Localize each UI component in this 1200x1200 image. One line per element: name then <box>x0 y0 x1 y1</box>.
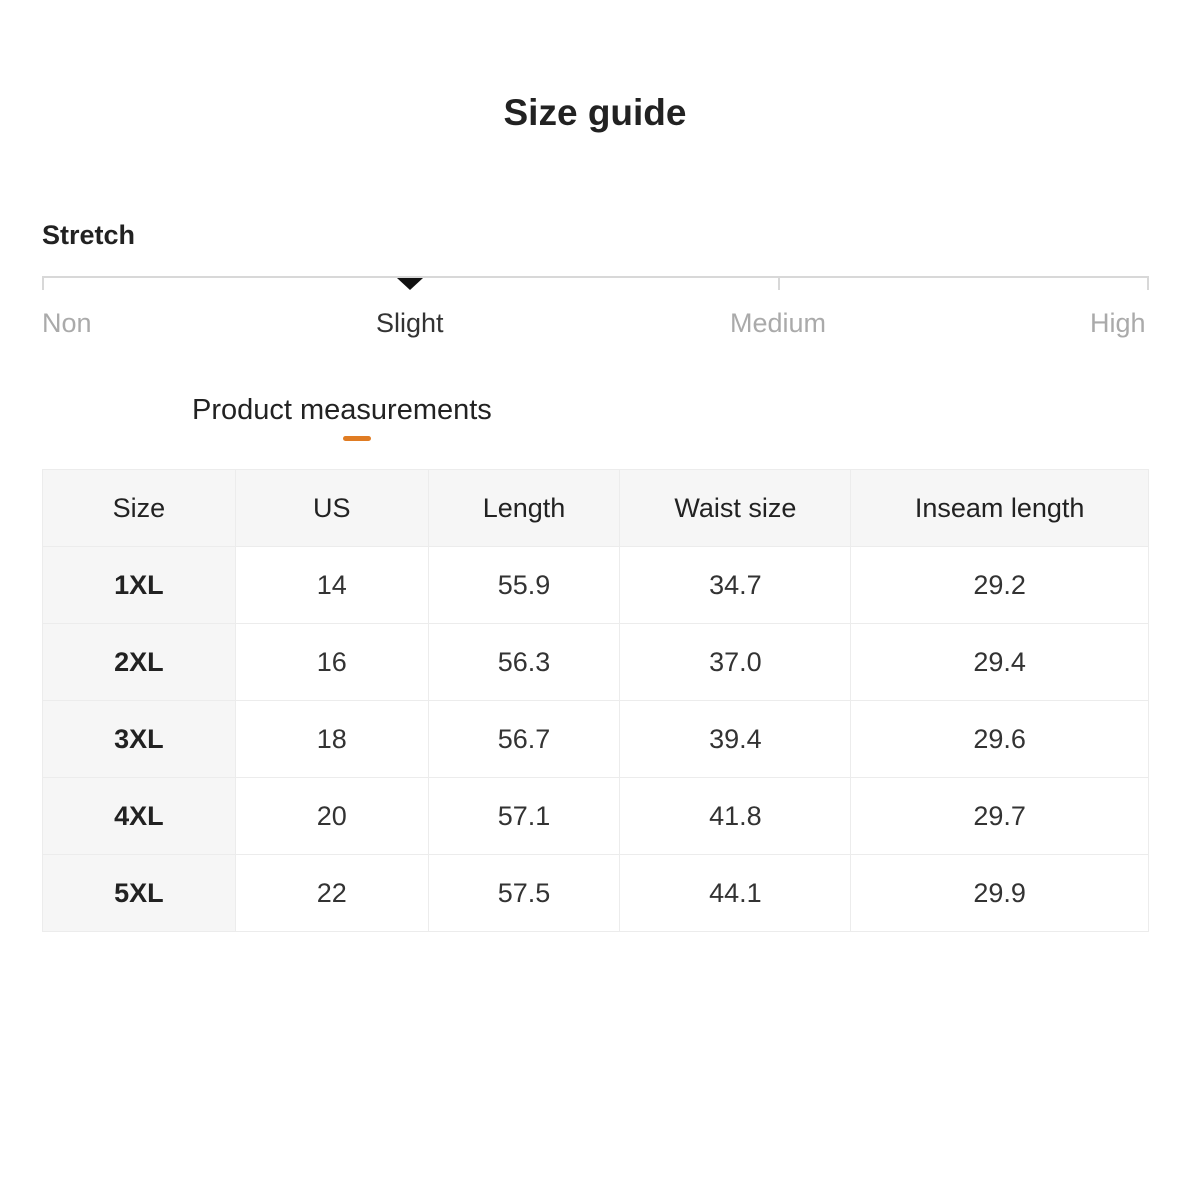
table-cell: 16 <box>234 623 429 701</box>
table-cell: 29.2 <box>850 546 1149 624</box>
size-cell: 2XL <box>42 623 236 701</box>
table-cell: 39.4 <box>619 700 852 778</box>
stretch-tick <box>42 276 44 290</box>
stretch-label: Stretch <box>42 220 136 250</box>
stretch-level-high: High <box>1090 308 1146 338</box>
table-cell: 56.3 <box>427 623 621 701</box>
column-header: US <box>234 469 429 547</box>
column-header: Waist size <box>619 469 852 547</box>
size-cell: 4XL <box>42 777 236 855</box>
stretch-bar <box>42 276 1148 278</box>
size-cell: 3XL <box>42 700 236 778</box>
table-cell: 55.9 <box>427 546 621 624</box>
table-cell: 22 <box>234 854 429 932</box>
page-title: Size guide <box>503 92 687 133</box>
stretch-level-medium: Medium <box>730 308 827 338</box>
active-tab-indicator <box>343 436 371 441</box>
column-header: Length <box>427 469 621 547</box>
table-cell: 57.1 <box>427 777 621 855</box>
table-cell: 20 <box>234 777 429 855</box>
table-row: 1XL 14 55.9 34.7 29.2 <box>42 546 1149 624</box>
table-row: 2XL 16 56.3 37.0 29.4 <box>42 623 1149 701</box>
table-cell: 34.7 <box>619 546 852 624</box>
table-cell: 29.6 <box>850 700 1149 778</box>
table-cell: 29.7 <box>850 777 1149 855</box>
column-header: Inseam length <box>850 469 1149 547</box>
stretch-level-slight: Slight <box>376 308 444 338</box>
size-table: Size US Length Waist size Inseam length 1XL 1… <box>42 469 1149 932</box>
table-row: 5XL 22 57.5 44.1 29.9 <box>42 854 1149 932</box>
table-cell: 44.1 <box>619 854 852 932</box>
table-cell: 29.4 <box>850 623 1149 701</box>
table-cell: 37.0 <box>619 623 852 701</box>
table-cell: 57.5 <box>427 854 621 932</box>
stretch-marker-icon <box>397 278 423 290</box>
table-cell: 29.9 <box>850 854 1149 932</box>
stretch-level-non: Non <box>42 308 92 338</box>
tab-product-measurements[interactable]: Product measurements <box>192 394 492 426</box>
stretch-tick <box>1147 276 1149 290</box>
size-cell: 5XL <box>42 854 236 932</box>
size-cell: 1XL <box>42 546 236 624</box>
table-header-row: Size US Length Waist size Inseam length <box>42 469 1149 547</box>
table-cell: 14 <box>234 546 429 624</box>
table-row: 4XL 20 57.1 41.8 29.7 <box>42 777 1149 855</box>
stretch-tick <box>778 276 780 290</box>
table-cell: 41.8 <box>619 777 852 855</box>
column-header: Size <box>42 469 236 547</box>
table-cell: 18 <box>234 700 429 778</box>
table-cell: 56.7 <box>427 700 621 778</box>
table-row: 3XL 18 56.7 39.4 29.6 <box>42 700 1149 778</box>
